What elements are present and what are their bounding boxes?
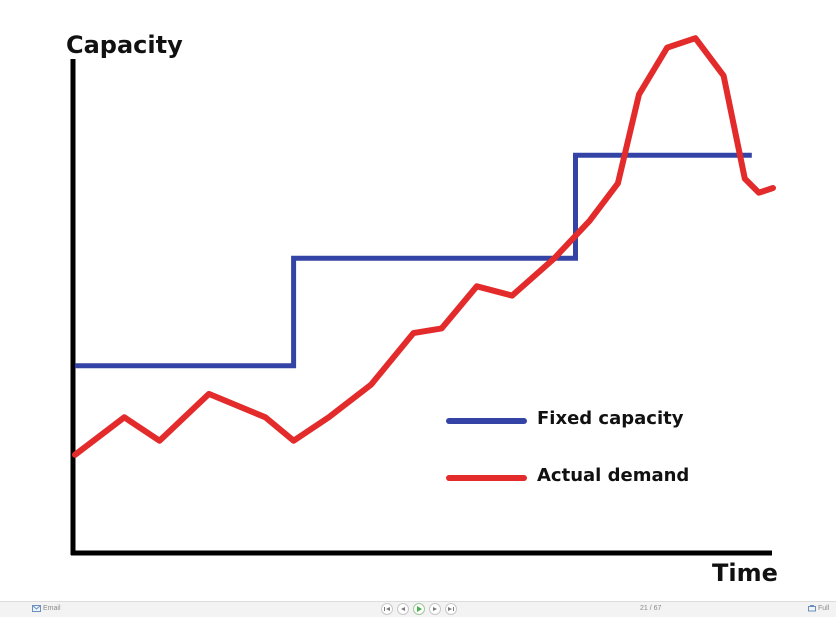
fullscreen-button[interactable]: Full <box>808 605 829 612</box>
player-bar: Email <box>0 601 836 617</box>
last-slide-button[interactable] <box>445 603 457 615</box>
x-axis-title: Time <box>712 559 778 587</box>
playback-controls <box>381 603 457 615</box>
play-button[interactable] <box>413 603 425 615</box>
series-line-fixed-capacity <box>75 152 752 369</box>
previous-icon <box>401 607 405 611</box>
slide-counter: 21 / 67 <box>640 605 662 612</box>
first-slide-button[interactable] <box>381 603 393 615</box>
play-icon <box>417 606 422 612</box>
skip-forward-icon <box>448 607 454 611</box>
full-label: Full <box>818 605 830 612</box>
email-icon <box>32 605 41 612</box>
legend-label-actual-demand: Actual demand <box>537 465 690 486</box>
email-button[interactable]: Email <box>32 605 61 612</box>
next-icon <box>433 607 437 611</box>
series-layer <box>72 35 776 458</box>
skip-back-icon <box>384 607 390 611</box>
y-axis-title: Capacity <box>66 31 183 59</box>
previous-slide-button[interactable] <box>397 603 409 615</box>
slide: Capacity Time Fixed capacity Actual dema… <box>18 9 818 601</box>
email-label: Email <box>43 605 61 612</box>
line-chart <box>70 35 776 556</box>
legend-label-fixed-capacity: Fixed capacity <box>537 408 684 429</box>
series-line-actual-demand <box>72 35 776 458</box>
fullscreen-icon <box>808 605 816 612</box>
next-slide-button[interactable] <box>429 603 441 615</box>
